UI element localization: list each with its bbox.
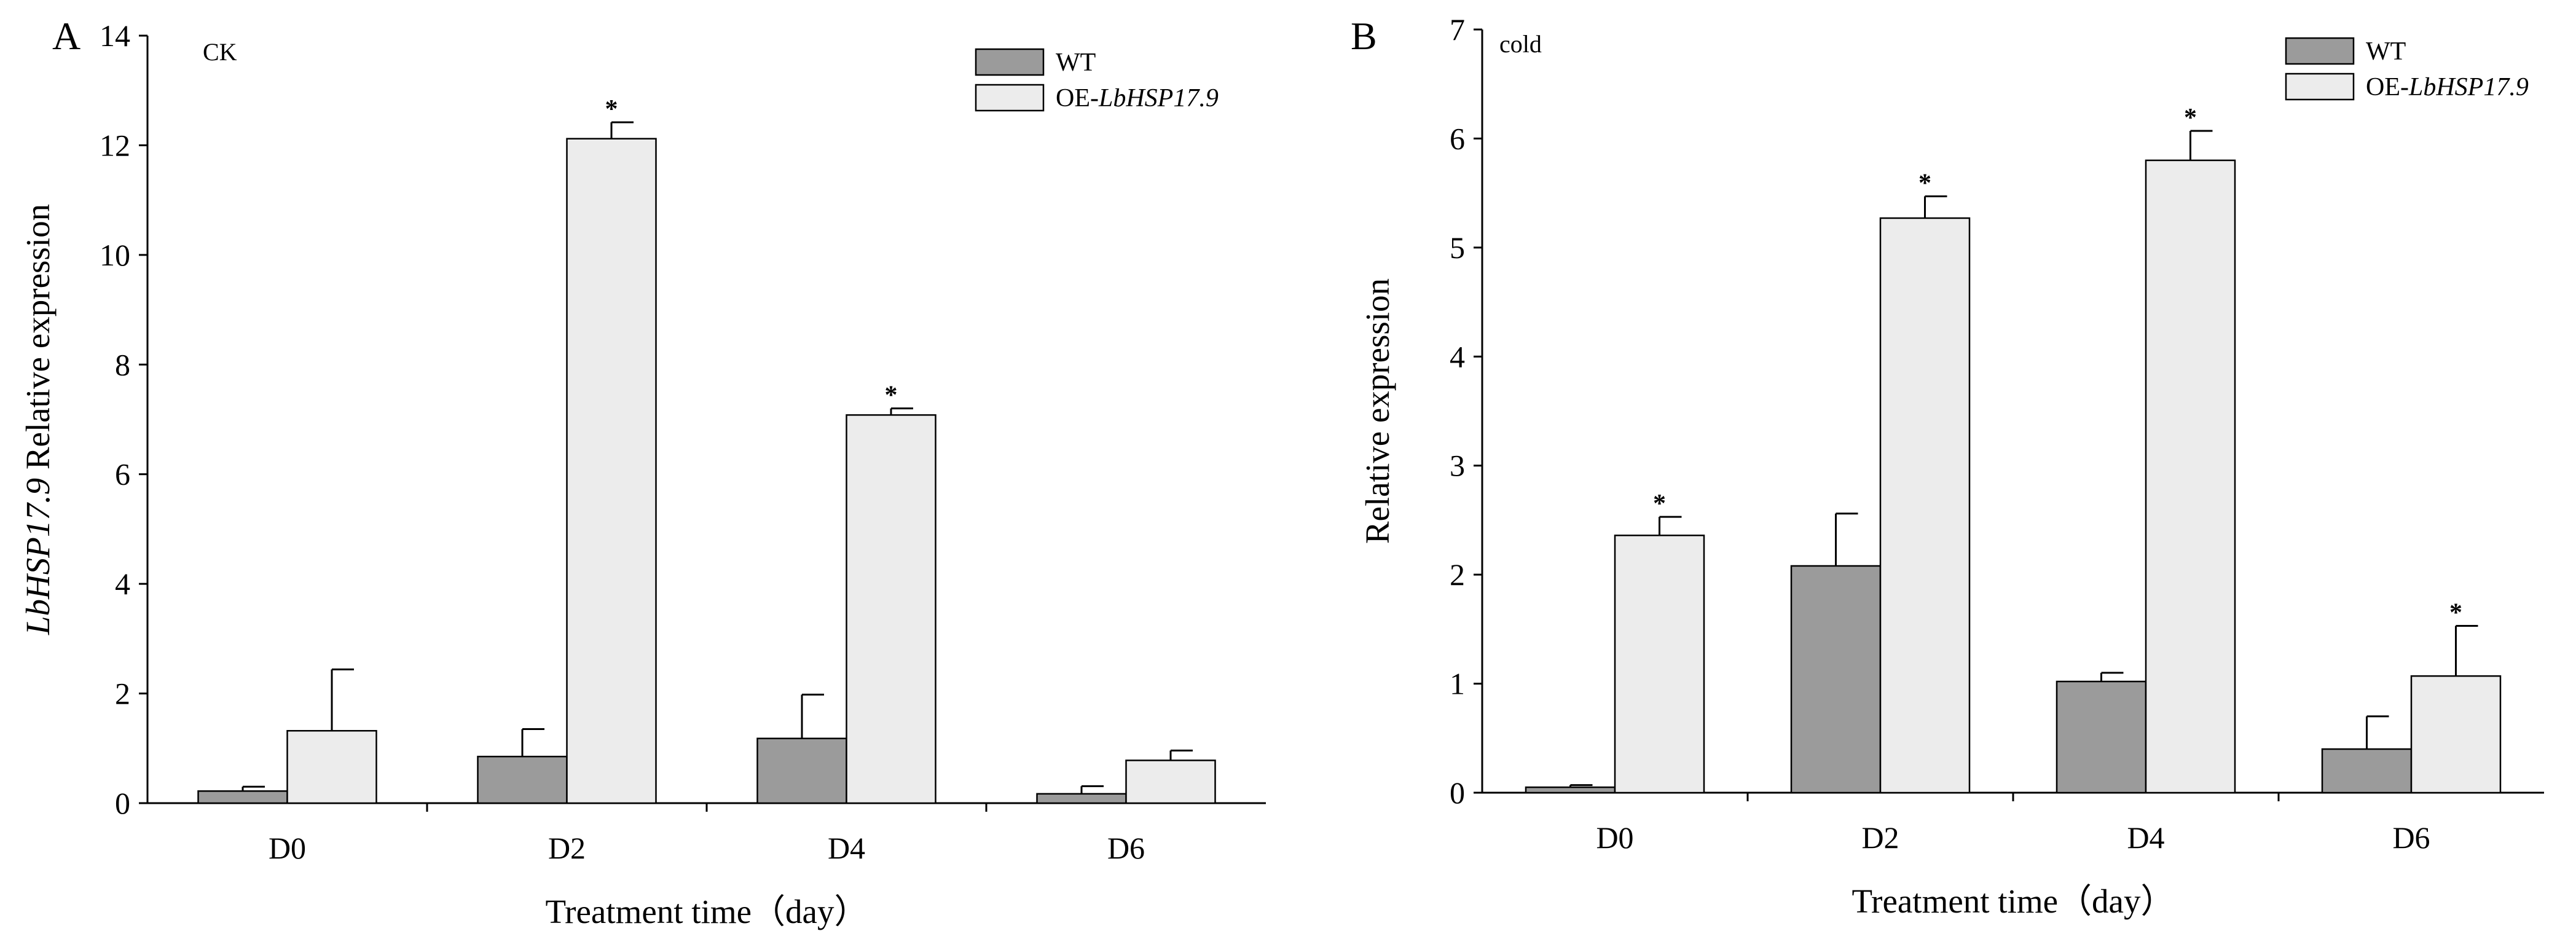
y-tick-label: 7 [1450,12,1465,47]
bar-wt-d2 [477,755,568,804]
significance-star: * [605,95,618,124]
x-tick-label: D6 [2392,820,2430,855]
x-tick-label: D4 [828,831,865,865]
bar-wt-d6 [2321,748,2413,794]
panel-tag: cold [1499,30,1542,58]
y-tick-label: 12 [100,128,130,162]
bar-oe-d2 [1879,217,1971,794]
bar-wt-d4 [2056,680,2147,794]
legend-label-prefix: WT [1056,49,1096,77]
x-tick-label: D2 [548,831,586,865]
x-tick-label: D0 [269,831,306,865]
panel-letter: B [1351,14,1377,58]
y-axis-title: LbHSP17.9 Relative expression [19,204,57,635]
y-tick-label: 1 [1450,667,1465,701]
significance-star: * [1653,490,1666,518]
bar-oe-d0 [1614,535,1705,794]
panel-tag: CK [203,38,237,66]
legend-label-prefix: OE- [2366,73,2409,101]
legend-label-prefix: WT [2366,37,2406,66]
bar-oe-d6 [2410,675,2502,794]
y-tick-label: 5 [1450,230,1465,265]
x-tick-label: D2 [1861,820,1899,855]
y-axis-title-text: Relative expression [19,204,57,478]
bar-wt-d2 [1790,565,1882,794]
legend-swatch-oe [975,84,1045,112]
bar-oe-d2 [566,138,657,804]
y-tick-label: 8 [115,347,130,382]
legend-label-wt: WT [1056,49,1096,77]
legend-swatch-wt [2285,37,2355,65]
legend-label-gene: LbHSP17.9 [1098,84,1219,112]
significance-star: * [885,382,898,410]
panel-b: 0 1 2 3 4 5 6 7 * D0 * D2 * D4 * D6 Treatment time（day） R… [1351,12,2544,920]
x-tick-label: D6 [1107,831,1145,865]
legend-label-oe: OE-LbHSP17.9 [2366,73,2529,101]
bar-oe-d0 [286,729,377,804]
x-tick-label: D0 [1596,820,1633,855]
bar-wt-d4 [756,737,847,804]
significance-star: * [1918,169,1931,197]
bar-oe-d4 [2145,159,2236,794]
x-axis-title: Treatment time（day） [546,893,868,930]
bar-oe-d6 [1125,760,1216,804]
y-tick-label: 14 [100,18,130,53]
y-tick-label: 0 [115,786,130,820]
y-axis-title: Relative expression [1359,278,1396,544]
y-tick-label: 0 [1450,775,1465,810]
y-tick-label: 6 [115,457,130,492]
panel-a: 0 2 4 6 8 10 12 14 D0 * D2 * D4 D6 Treatment time（day）… [19,14,1266,930]
y-tick-label: 4 [1450,339,1465,374]
legend-label-oe: OE-LbHSP17.9 [1056,84,1219,112]
x-axis-title: Treatment time（day） [1852,882,2175,920]
y-axis-title-gene: LbHSP17.9 [19,478,57,635]
legend-swatch-oe [2285,73,2355,101]
y-tick-label: 3 [1450,449,1465,483]
y-axis-title-text: Relative expression [1359,278,1396,544]
y-tick-label: 4 [115,567,130,601]
panel-letter: A [52,14,80,58]
legend-label-wt: WT [2366,37,2406,66]
y-tick-label: 10 [100,238,130,272]
y-tick-label: 2 [115,677,130,711]
y-tick-label: 2 [1450,557,1465,592]
significance-star: * [2449,599,2462,627]
bar-oe-d4 [846,414,937,804]
bar-wt-d6 [1036,793,1127,804]
x-tick-label: D4 [2127,820,2164,855]
legend-label-gene: LbHSP17.9 [2408,73,2529,101]
bar-wt-d0 [1525,786,1616,794]
legend-swatch-wt [975,48,1045,76]
significance-star: * [2184,104,2197,132]
legend-label-prefix: OE- [1056,84,1099,112]
y-tick-label: 6 [1450,121,1465,155]
bar-wt-d0 [197,790,288,804]
